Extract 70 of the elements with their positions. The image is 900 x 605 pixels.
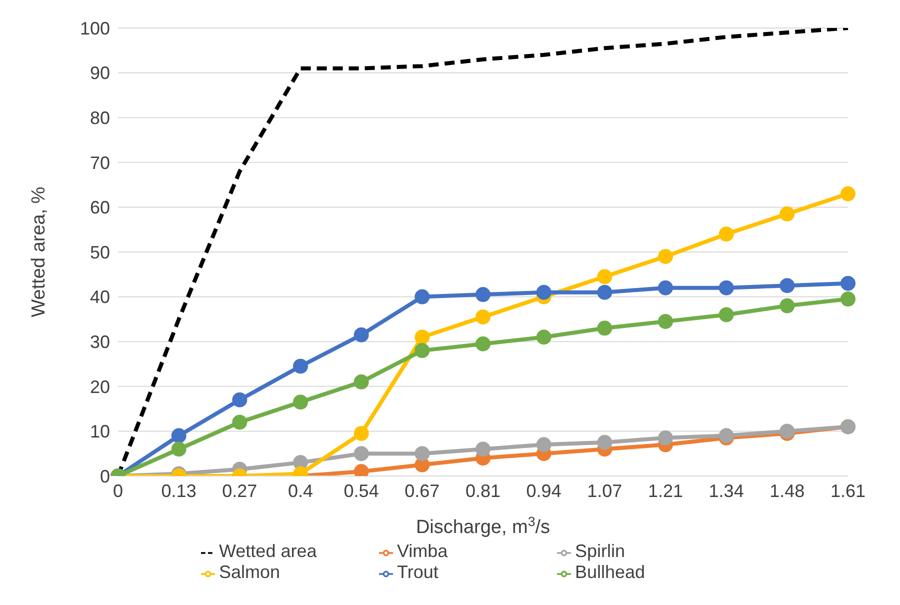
legend-label: Vimba [397, 541, 449, 562]
legend-label: Spirlin [575, 541, 626, 562]
point [536, 437, 552, 452]
point [171, 428, 186, 444]
y-tick-label: 10 [90, 422, 110, 442]
x-tick-label: 0.54 [344, 480, 379, 501]
point [840, 186, 856, 202]
point [476, 287, 490, 302]
legend-label: Wetted area [219, 541, 318, 562]
point [597, 284, 612, 300]
y-tick-label: 50 [90, 242, 110, 262]
point [597, 434, 612, 450]
point [476, 309, 490, 324]
point [597, 320, 612, 336]
y-axis-title: Wetted area, % [28, 186, 50, 318]
y-tick-label: 70 [90, 152, 110, 173]
x-tick-label: 1.61 [830, 480, 866, 501]
x-tick-label: 0.94 [526, 480, 562, 501]
point [171, 442, 186, 457]
point [476, 336, 490, 352]
legend-label: Salmon [219, 562, 282, 583]
point [354, 374, 369, 390]
x-tick-label: 0.81 [465, 480, 501, 501]
point [840, 292, 856, 307]
point [536, 330, 552, 345]
x-tick-label: 1.07 [587, 480, 622, 501]
y-tick-label: 0 [100, 466, 110, 486]
point [718, 280, 734, 296]
y-tick-label: 60 [90, 198, 110, 218]
point [354, 327, 369, 342]
x-tick-label: 1.21 [648, 480, 684, 501]
point [232, 414, 248, 430]
x-tick-label: 0.4 [288, 480, 314, 501]
point [414, 446, 430, 462]
point [658, 314, 673, 329]
point [658, 248, 673, 264]
y-tick-label: 30 [90, 332, 110, 352]
point [840, 276, 856, 291]
point [293, 358, 308, 374]
y-tick-label: 100 [80, 18, 110, 38]
x-axis-title: Discharge, m$^{3}$/s [416, 514, 550, 538]
y-tick-label: 90 [90, 63, 110, 84]
y-tick-label: 40 [90, 287, 110, 308]
point [536, 284, 552, 300]
x-tick-label: 0.27 [222, 480, 258, 501]
x-tick-label: 1.48 [770, 480, 805, 501]
legend-label: Bullhead [575, 562, 646, 583]
point [414, 289, 430, 304]
point [354, 426, 369, 441]
point [780, 206, 795, 222]
point [414, 343, 430, 358]
legend-label: Trout [397, 562, 440, 583]
x-tick-label: 0.13 [161, 480, 196, 501]
point [780, 278, 795, 294]
x-tick-label: 0.67 [404, 480, 440, 501]
point [232, 392, 248, 408]
point [718, 307, 734, 322]
point [597, 269, 612, 284]
point [476, 442, 490, 457]
point [354, 446, 369, 462]
point [293, 394, 308, 410]
y-tick-label: 20 [90, 376, 110, 397]
point [658, 280, 673, 296]
point [658, 430, 673, 446]
point [414, 330, 430, 345]
x-tick-label: 0 [112, 480, 124, 501]
x-tick-label: 1.34 [708, 480, 744, 501]
point [780, 298, 795, 314]
point [718, 226, 734, 242]
y-tick-label: 80 [90, 108, 110, 128]
